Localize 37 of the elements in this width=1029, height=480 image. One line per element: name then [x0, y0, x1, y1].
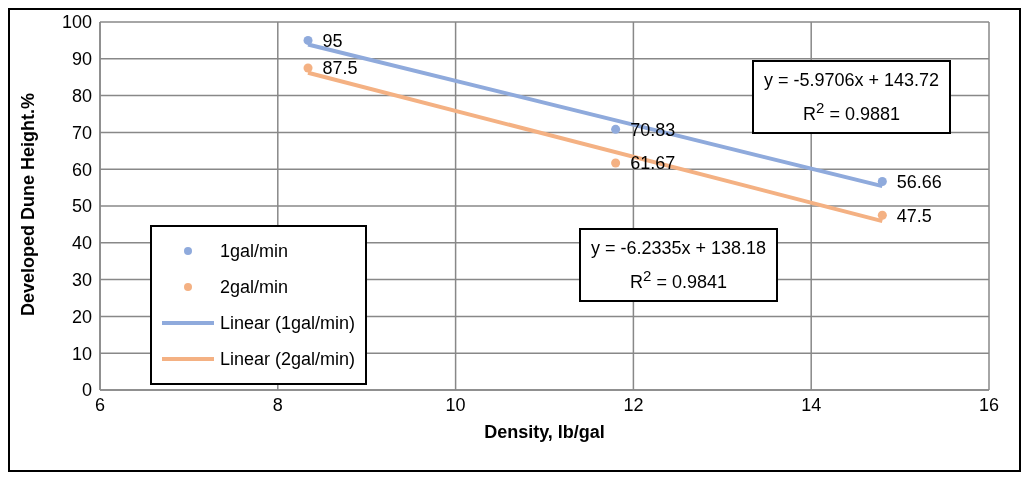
- point: [611, 158, 621, 168]
- x-tick-label: 16: [978, 394, 1000, 415]
- legend-label: Linear (1gal/min): [220, 312, 356, 334]
- data-label: 87.5: [322, 58, 358, 79]
- y-tick-label: 70: [71, 122, 92, 143]
- point: [611, 124, 621, 134]
- annotation: y = -6.2335x + 138.18 R$^{2}$ = 0.9841: [591, 238, 767, 292]
- data-label: 47.5: [896, 205, 932, 226]
- y-axis-title: Developed Dune Height.%: [18, 92, 39, 316]
- data-label: 56.66: [896, 171, 942, 192]
- data-label: 61.67: [630, 153, 676, 174]
- x-tick-label: 14: [801, 394, 822, 415]
- y-tick-label: 40: [71, 233, 92, 254]
- x-tick-label: 6: [94, 394, 106, 415]
- y-tick-label: 80: [71, 85, 92, 106]
- x-tick-label: 10: [445, 394, 466, 415]
- point: [877, 176, 887, 186]
- x-tick-label: 8: [272, 394, 283, 415]
- y-tick-label: 60: [71, 159, 92, 180]
- y-tick-label: 90: [71, 49, 92, 70]
- y-tick-label: 0: [81, 380, 92, 401]
- data-label: 70.83: [630, 119, 676, 140]
- annotation: y = -5.9706x + 143.72 R$^{2}$ = 0.9881: [764, 70, 940, 124]
- y-tick-label: 30: [71, 269, 92, 290]
- y-tick-label: 20: [71, 306, 92, 327]
- y-tick-label: 10: [71, 343, 92, 364]
- x-tick-label: 12: [623, 394, 644, 415]
- data-label: 95: [322, 30, 343, 51]
- legend-label: Linear (2gal/min): [220, 348, 356, 370]
- point: [303, 35, 313, 45]
- y-tick-label: 50: [71, 196, 92, 217]
- x-axis-title: Density, lb/gal: [484, 422, 605, 442]
- legend-label: 1gal/min: [220, 240, 289, 262]
- point: [877, 210, 887, 220]
- legend-label: 2gal/min: [220, 276, 289, 298]
- y-tick-label: 100: [61, 12, 92, 33]
- point: [303, 63, 313, 73]
